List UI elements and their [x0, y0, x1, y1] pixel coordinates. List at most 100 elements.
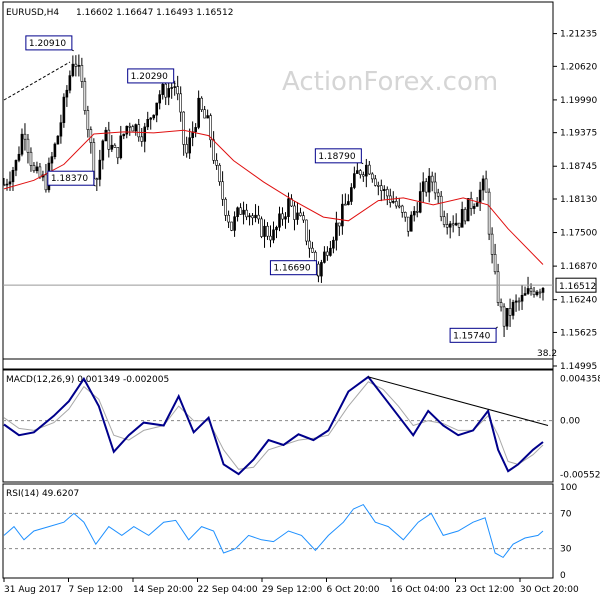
candle [5, 178, 9, 191]
candle [385, 186, 389, 206]
candle [538, 288, 542, 299]
candle [427, 168, 431, 203]
candle [236, 206, 239, 222]
candle [107, 121, 111, 158]
candle [182, 111, 185, 156]
rsi-tick-label: 0 [560, 571, 566, 581]
candle [68, 70, 72, 94]
price-annotation: 1.20910 [25, 35, 75, 52]
candle [281, 207, 284, 226]
candle [233, 211, 236, 237]
candle [50, 151, 54, 172]
candle [104, 127, 108, 142]
candle [332, 236, 335, 254]
candle [356, 162, 359, 174]
candle [320, 259, 323, 283]
candle [383, 185, 386, 200]
candle [403, 211, 407, 222]
candle [359, 169, 362, 179]
candle [26, 133, 30, 164]
candle [508, 298, 512, 327]
candle [520, 285, 524, 310]
candle [472, 203, 476, 215]
candle [179, 86, 182, 122]
macd-tick-label: 0.004358 [560, 374, 600, 384]
candle [266, 222, 269, 240]
candle [62, 93, 66, 128]
candle [245, 203, 248, 221]
rsi-tick-label: 100 [560, 483, 577, 493]
candle [254, 204, 257, 223]
price-tick-label: 1.19990 [560, 96, 597, 106]
candle [344, 193, 347, 206]
macd-axis: 0.004358 0.00 -0.005528 [3, 374, 600, 480]
price-annotation: 1.20290 [127, 68, 176, 85]
candle [293, 201, 296, 231]
candle [424, 178, 428, 197]
candle [487, 188, 491, 241]
candle [188, 128, 191, 159]
candle [248, 213, 251, 226]
candle [290, 194, 293, 208]
candle [137, 118, 141, 142]
candle [532, 286, 536, 298]
candle [20, 128, 24, 157]
candle [406, 216, 410, 237]
candle [272, 221, 275, 244]
candle [110, 135, 114, 153]
candle [143, 122, 147, 153]
candle [481, 175, 485, 201]
price-annotations: 1.20910 1.20290 1.18370 1.18790 1.16690 1.157… [25, 35, 499, 343]
candle [185, 136, 188, 158]
svg-text:1.15740: 1.15740 [453, 331, 490, 341]
macd-main-line [3, 375, 544, 476]
x-tick-label: 31 Aug 2017 [4, 585, 62, 595]
candle [158, 90, 162, 110]
candle [113, 143, 117, 148]
fib-level-layer: 38.2 [3, 349, 557, 360]
candle [194, 123, 197, 138]
candle [17, 146, 21, 163]
candle [296, 202, 299, 225]
candle [397, 197, 401, 209]
candle [263, 219, 266, 248]
current-price-tag [555, 277, 597, 293]
price-tick-label: 1.17500 [560, 229, 597, 239]
candle [155, 102, 159, 123]
candle [80, 57, 84, 88]
candle [445, 213, 449, 235]
candle [490, 227, 494, 264]
candle [368, 161, 371, 175]
price-candles [2, 54, 545, 337]
candle [8, 171, 12, 191]
rsi-axis: 100 70 30 0 [3, 483, 577, 581]
watermark-text: ActionForex.com [282, 67, 498, 97]
x-tick-label: 22 Sep 04:00 [198, 585, 258, 595]
candle [146, 111, 150, 131]
candle [517, 297, 521, 311]
price-tick-label: 1.15625 [560, 328, 597, 338]
candle [44, 164, 48, 193]
candle [23, 123, 27, 151]
candle [523, 286, 527, 296]
candle [14, 159, 18, 177]
candle [377, 181, 380, 196]
candle [269, 225, 272, 248]
candle [131, 124, 135, 132]
price-annotation: 1.15740 [449, 325, 499, 343]
candle [493, 243, 497, 275]
candle [374, 175, 377, 187]
ohlc-readout: 1.16602 1.16647 1.16493 1.16512 [76, 8, 233, 18]
price-tick-label: 1.18130 [560, 195, 597, 205]
candle [469, 191, 473, 216]
x-tick-label: 23 Oct 12:00 [456, 585, 515, 595]
candle [98, 149, 102, 187]
candle [200, 96, 203, 113]
candle [152, 114, 156, 121]
rsi-tick-label: 70 [560, 509, 572, 519]
candle [326, 246, 329, 261]
candle [341, 194, 344, 235]
candle [305, 219, 308, 246]
candle [83, 77, 87, 115]
candle [353, 166, 356, 190]
